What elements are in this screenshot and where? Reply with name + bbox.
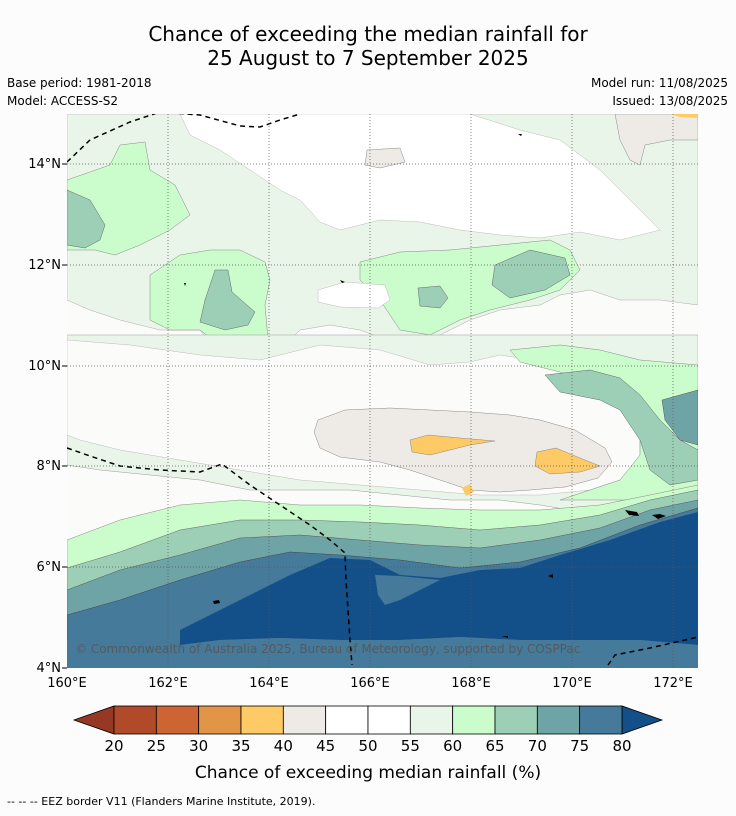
model-name: Model: ACCESS-S2	[7, 94, 119, 108]
map-figure: © Commonwealth of Australia 2025, Bureau…	[28, 114, 698, 783]
eez-borders	[67, 114, 698, 666]
colorbar-tick-label: 50	[358, 737, 377, 755]
island-marker	[213, 600, 220, 604]
colorbar-tick-label: 80	[612, 737, 631, 755]
colorbar-swatch	[198, 705, 242, 735]
eez-border-southeast	[607, 636, 698, 666]
colorbar-swatch	[240, 705, 284, 735]
island-marker	[548, 574, 553, 578]
colorbar-tick-label: 25	[147, 737, 166, 755]
colorbar-tick-label: 40	[274, 737, 293, 755]
band-50-55-pocket	[317, 281, 391, 309]
colorbar-under-arrow	[72, 705, 115, 735]
colorbar-tick-label: 55	[401, 737, 420, 755]
lat-labels: 14°N 12°N 10°N 8°N 6°N 4°N	[28, 157, 61, 676]
colorbar-tick-label: 70	[528, 737, 547, 755]
colorbar-swatch	[536, 705, 581, 735]
map-area	[67, 114, 698, 668]
issued-date: Issued: 13/08/2025	[612, 94, 728, 108]
lat-ticks	[62, 163, 67, 669]
colorbar-tick-label: 75	[570, 737, 589, 755]
colorbar-tick-label: 65	[485, 737, 504, 755]
footer-note: -- -- -- EEZ border V11 (Flanders Marine…	[7, 795, 316, 808]
lat-label: 8°N	[37, 459, 62, 474]
band-70-75-east	[544, 369, 698, 486]
lat-label: 12°N	[28, 258, 61, 273]
colorbar-swatch	[452, 705, 496, 735]
title-line-2: 25 August to 7 September 2025	[207, 46, 529, 70]
lon-label: 172°E	[653, 676, 693, 691]
map-title: Chance of exceeding the median rainfall …	[0, 22, 736, 70]
band-40-45-core	[313, 407, 613, 493]
band-over-80	[180, 512, 698, 645]
title-line-1: Chance of exceeding the median rainfall …	[148, 22, 588, 46]
meta-left: Base period: 1981-2018 Model: ACCESS-S2	[7, 74, 152, 110]
band-75-80-bottom	[67, 637, 698, 668]
lon-label: 164°E	[249, 676, 289, 691]
colorbar-swatch	[409, 705, 454, 735]
copyright-notice: © Commonwealth of Australia 2025, Bureau…	[75, 642, 580, 656]
colorbar-tick-label: 60	[443, 737, 462, 755]
colorbar-swatch	[113, 705, 157, 735]
band-40-45-north-small	[364, 147, 406, 169]
band-40-45-ne	[614, 114, 698, 166]
island-marker	[518, 134, 522, 136]
band-70-75-center-west	[199, 269, 256, 331]
graticule	[67, 114, 698, 668]
colorbar-label: Chance of exceeding median rainfall (%)	[195, 763, 541, 783]
island-marker	[502, 636, 508, 638]
colorbar-swatch	[494, 705, 538, 735]
band-70-75-small	[417, 285, 449, 309]
island-marker	[184, 283, 186, 286]
colorbar-tick-label: 35	[231, 737, 250, 755]
band-70-75-center-east	[491, 249, 571, 299]
colorbar-swatch	[325, 705, 369, 735]
lat-label: 6°N	[37, 560, 62, 575]
meta-right: Model run: 11/08/2025 Issued: 13/08/2025	[591, 74, 728, 110]
eez-border-north	[67, 114, 301, 163]
colorbar-over-arrow	[621, 705, 664, 735]
model-run: Model run: 11/08/2025	[590, 76, 728, 90]
colorbar-tick-label: 30	[189, 737, 208, 755]
lat-label: 10°N	[28, 359, 61, 374]
lon-label: 160°E	[47, 676, 87, 691]
lon-label: 170°E	[552, 676, 592, 691]
islands	[184, 134, 666, 638]
base-period: Base period: 1981-2018	[7, 76, 152, 90]
island-marker	[340, 280, 345, 283]
lat-label: 4°N	[37, 661, 62, 676]
colorbar-tick-label: 45	[316, 737, 335, 755]
colorbar-swatch	[579, 705, 623, 735]
band-50-55-north	[179, 114, 661, 241]
band-80-plus-inner	[375, 575, 440, 605]
colorbar-tick-label: 20	[104, 737, 123, 755]
band-35-40-ne	[670, 114, 698, 118]
lon-labels: 160°E 162°E 164°E 166°E 168°E 170°E 172°…	[47, 676, 693, 691]
colorbar-swatch	[282, 705, 327, 735]
lon-label: 162°E	[148, 676, 188, 691]
band-70-75-nw	[67, 189, 106, 249]
band-35-40-core-a	[409, 434, 496, 456]
lon-label: 168°E	[451, 676, 491, 691]
band-35-40-core-b	[534, 447, 601, 475]
colorbar-swatch	[367, 705, 411, 735]
colorbar: 20 25 30 35 40 45 50 55 60 65 70 75 80	[72, 705, 664, 755]
band-75-80-east	[661, 389, 698, 446]
lon-label: 166°E	[350, 676, 390, 691]
colorbar-swatch	[155, 705, 200, 735]
lat-label: 14°N	[28, 157, 61, 172]
island-marker	[652, 514, 666, 519]
island-marker	[625, 510, 639, 516]
